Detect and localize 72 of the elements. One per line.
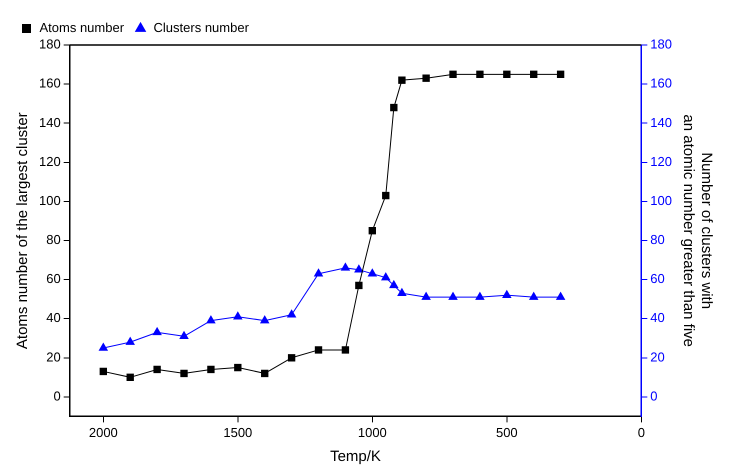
point — [314, 346, 322, 354]
point — [100, 368, 107, 376]
y2-axis-title: Number of clusters with an atomic number greater than five — [680, 114, 715, 348]
point — [261, 370, 268, 378]
point — [314, 268, 323, 276]
y-tick-label: 60 — [46, 271, 61, 286]
x-tick-label: 0 — [638, 424, 645, 440]
y-tick-label: 40 — [46, 310, 61, 326]
point — [422, 292, 431, 300]
point — [126, 337, 135, 345]
y2-tick-label: 120 — [650, 154, 672, 169]
x-tick-label: 2000 — [88, 424, 118, 440]
point — [390, 104, 398, 112]
point — [233, 312, 242, 320]
y-tick-label: 180 — [38, 36, 61, 52]
point — [448, 292, 458, 300]
y-tick-label: 100 — [38, 192, 61, 208]
x-tick-label: 1500 — [223, 424, 252, 440]
y2-tick-label: 80 — [650, 232, 665, 248]
y-axis-title: Atoms number of the largest cluster — [14, 112, 32, 350]
point — [152, 327, 162, 336]
point — [207, 366, 215, 374]
y-tick-label: 120 — [38, 154, 61, 169]
point — [368, 268, 377, 276]
point — [260, 316, 270, 324]
point — [234, 364, 242, 372]
point — [422, 74, 430, 82]
y2-tick-label: 20 — [650, 349, 665, 364]
point — [530, 70, 538, 78]
y-tick-label: 80 — [46, 232, 61, 248]
y2-tick-label: 160 — [650, 76, 672, 91]
y2-tick-label: 0 — [650, 388, 658, 404]
x-tick-label: 1000 — [358, 424, 387, 440]
point — [502, 290, 512, 298]
y-tick-label: 160 — [38, 76, 61, 91]
point — [355, 282, 363, 290]
point — [398, 288, 406, 296]
x-axis-title: Temp/K — [330, 448, 381, 466]
point — [381, 272, 390, 280]
y2-tick-label: 180 — [650, 36, 672, 52]
point — [556, 292, 566, 300]
x-tick-label: 500 — [496, 424, 518, 440]
point — [180, 331, 188, 340]
point — [389, 280, 398, 288]
point — [153, 366, 161, 374]
point — [368, 227, 376, 234]
legend-label: Clusters number — [154, 20, 250, 36]
point — [98, 342, 108, 351]
y2-tick-label: 140 — [650, 114, 672, 130]
point — [556, 70, 564, 78]
point — [449, 70, 457, 78]
y2-tick-label: 40 — [650, 310, 665, 326]
legend-label: Atoms number — [40, 20, 125, 36]
point — [354, 264, 364, 273]
point — [398, 76, 406, 84]
point — [206, 316, 216, 324]
point — [180, 370, 188, 378]
y2-tick-label: 100 — [650, 192, 672, 208]
point — [126, 374, 134, 381]
point — [529, 292, 538, 300]
point — [476, 70, 484, 78]
point — [342, 346, 350, 354]
point — [341, 262, 350, 271]
point — [476, 292, 484, 300]
y-tick-label: 20 — [46, 349, 61, 364]
y-tick-label: 0 — [53, 388, 61, 404]
point — [382, 192, 390, 200]
y-tick-label: 140 — [38, 114, 61, 130]
y2-tick-label: 60 — [650, 271, 665, 286]
point — [287, 310, 296, 318]
point — [503, 70, 510, 78]
point — [288, 354, 296, 362]
